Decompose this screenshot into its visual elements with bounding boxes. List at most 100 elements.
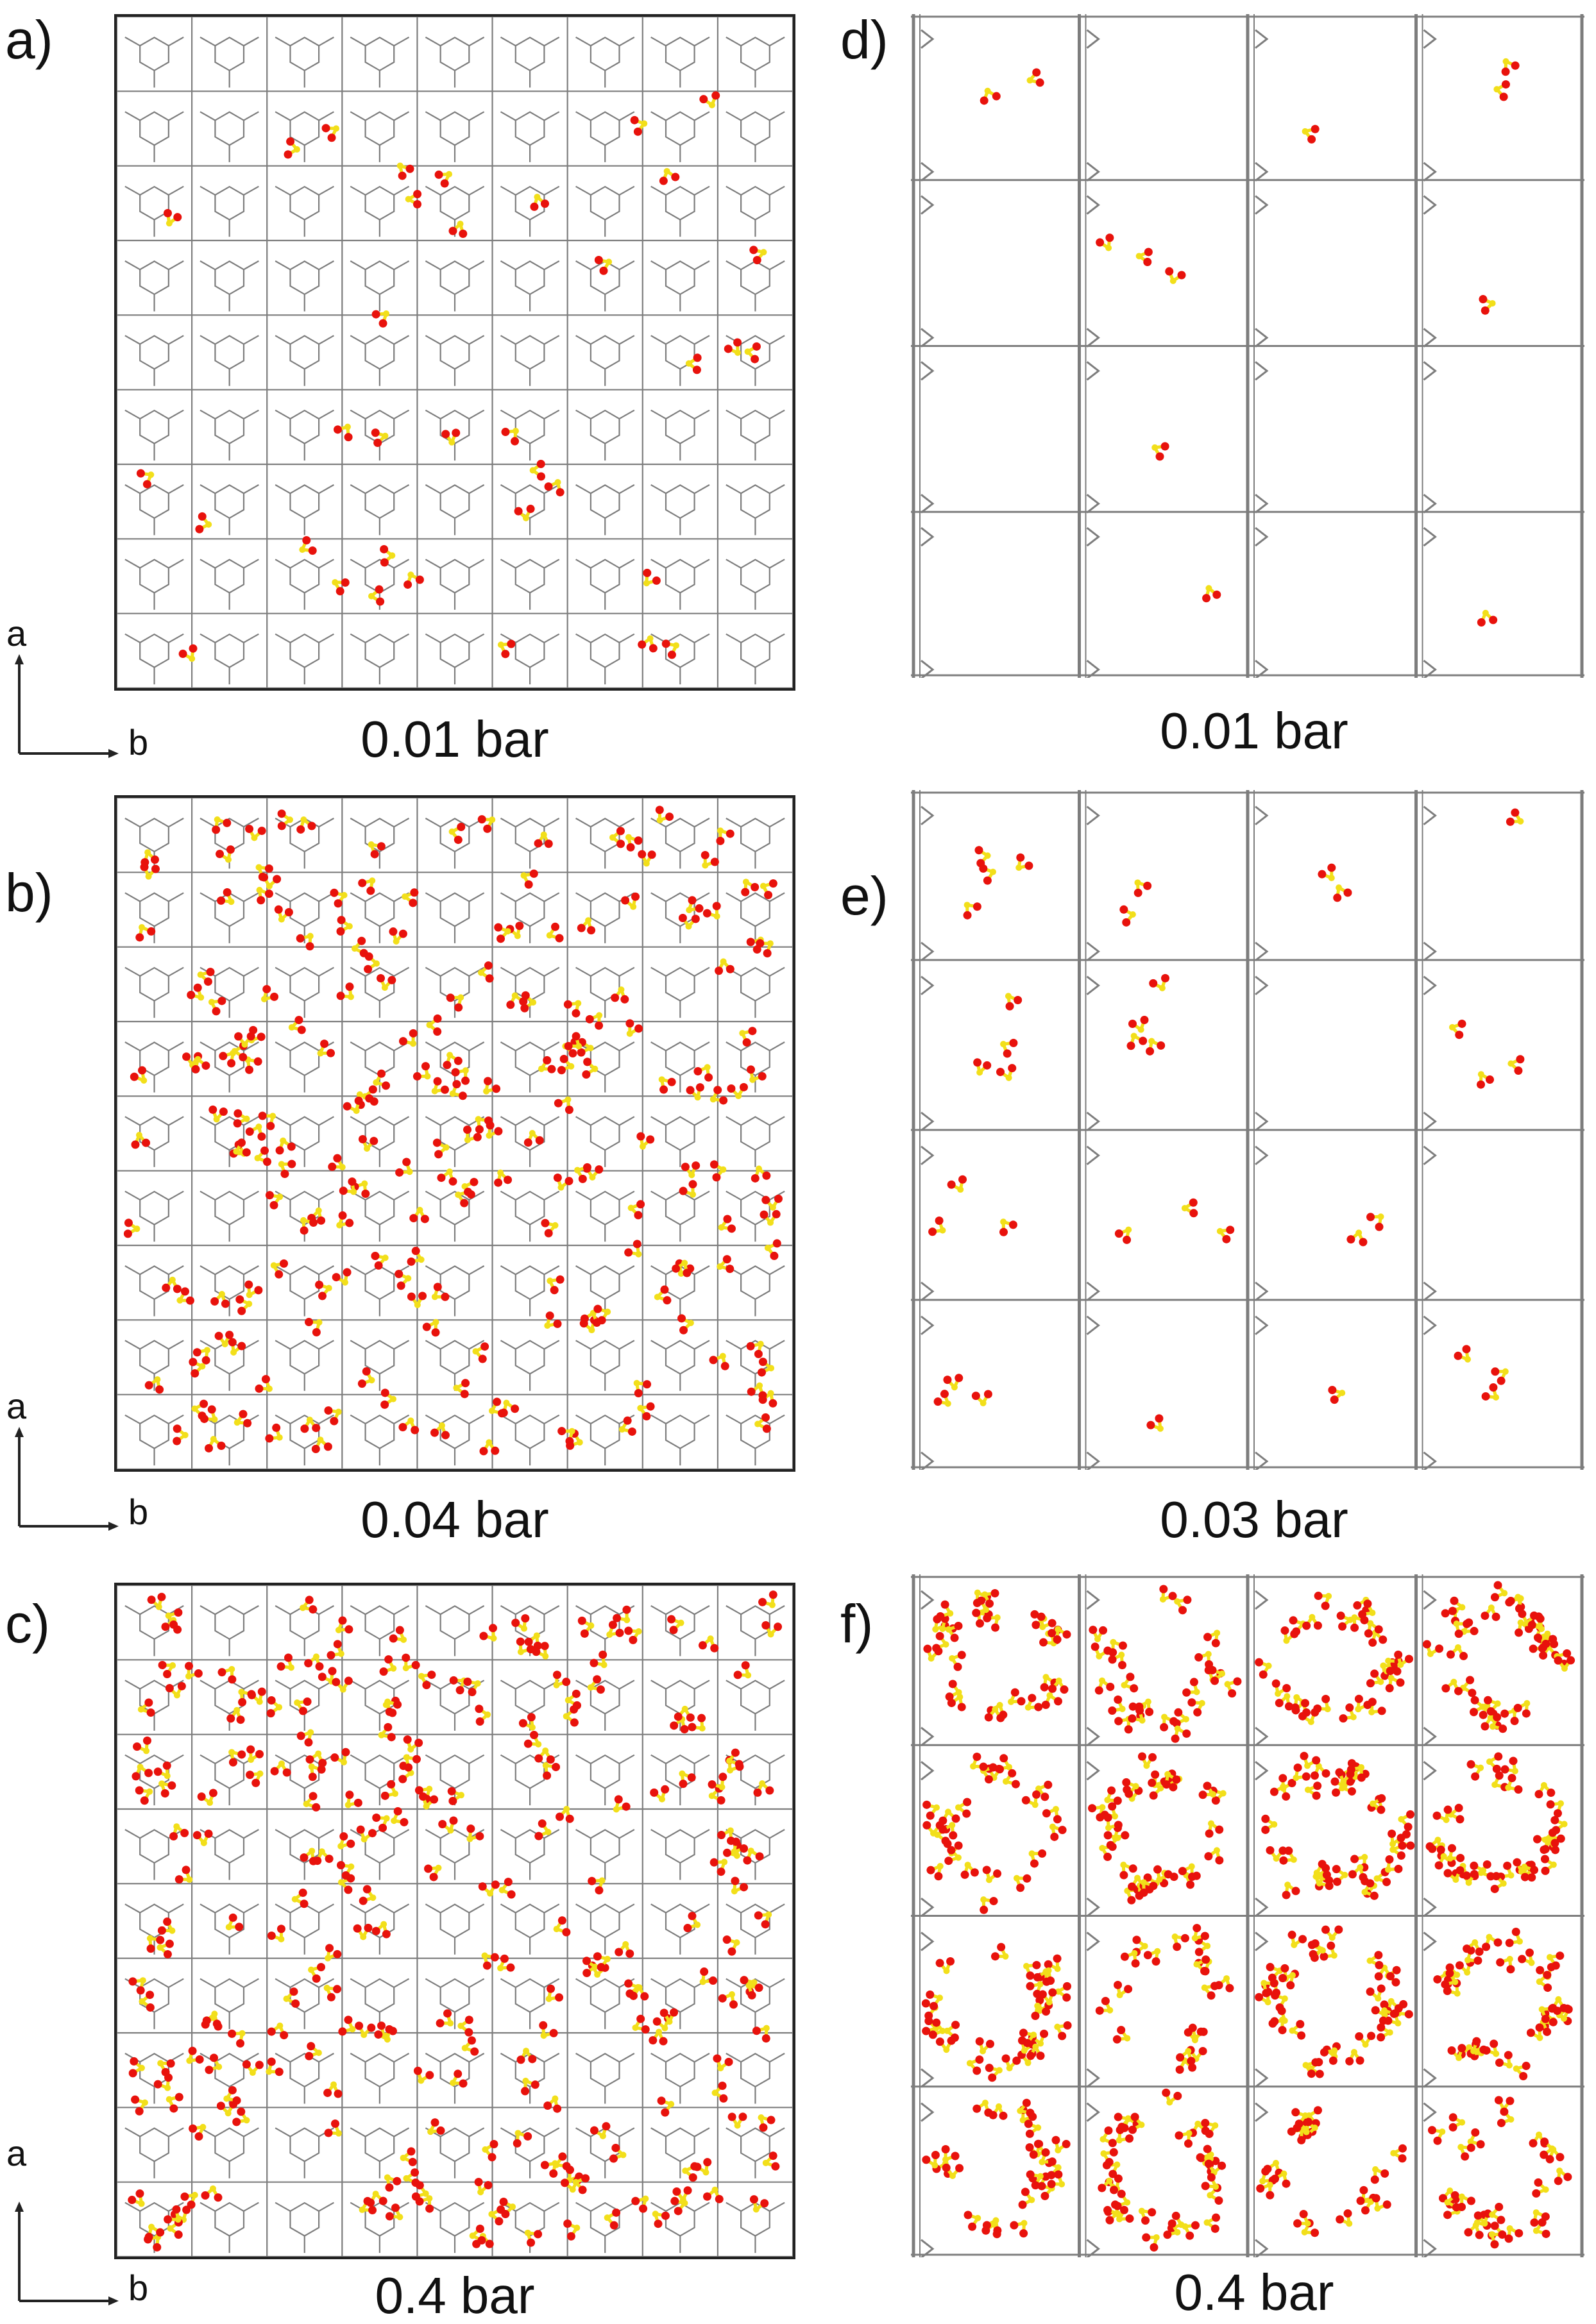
so2-molecule — [1115, 1227, 1132, 1244]
so2-molecule — [1201, 2173, 1219, 2190]
so2-molecule — [1311, 1763, 1330, 1780]
so2-molecule — [478, 961, 494, 982]
so2-molecule — [1441, 1679, 1463, 1696]
so2-molecule — [1477, 610, 1497, 627]
so2-molecule — [1489, 2203, 1505, 2224]
so2-molecule — [380, 1388, 396, 1408]
so2-molecule — [381, 1780, 398, 1800]
so2-molecule — [604, 2209, 620, 2230]
so2-molecule — [407, 1247, 424, 1266]
so2-molecule — [964, 902, 981, 919]
so2-molecule — [996, 1064, 1016, 1081]
so2-molecule — [979, 864, 996, 885]
so2-molecule — [1174, 1596, 1191, 1614]
so2-molecule — [1049, 1824, 1067, 1841]
structure-render — [911, 14, 1584, 678]
so2-molecule — [763, 2151, 780, 2171]
so2-molecule — [1162, 2089, 1182, 2106]
so2-molecule — [1288, 1931, 1307, 1948]
so2-molecule — [1172, 1933, 1189, 1951]
so2-molecule — [371, 428, 389, 447]
so2-molecule — [662, 639, 679, 659]
so2-molecule — [1313, 1695, 1330, 1713]
so2-molecule — [999, 1218, 1017, 1236]
so2-molecule — [701, 851, 719, 869]
so2-molecule — [1182, 2221, 1200, 2240]
so2-molecule — [613, 1795, 631, 1812]
so2-molecule — [1366, 1213, 1384, 1231]
structure-render — [117, 1585, 793, 2257]
so2-molecule — [679, 1771, 695, 1788]
so2-molecule — [1355, 1695, 1372, 1712]
so2-molecule — [395, 1270, 411, 1290]
so2-molecule — [186, 2047, 203, 2064]
so2-molecule — [1547, 1800, 1564, 1817]
so2-molecule — [922, 2151, 940, 2168]
so2-molecule — [543, 1762, 560, 1780]
panel-b-axis-arrows — [13, 1427, 122, 1536]
so2-molecule — [1482, 1383, 1499, 1401]
panel-a-structure — [114, 14, 795, 691]
so2-molecule — [266, 1191, 283, 1209]
so2-molecule — [292, 1889, 309, 1908]
so2-molecule — [1127, 1032, 1148, 1050]
so2-molecule — [703, 2187, 724, 2203]
so2-molecule — [345, 1790, 362, 1808]
so2-molecule — [1345, 2049, 1364, 2066]
so2-molecule — [466, 1824, 484, 1842]
so2-molecule — [1505, 1774, 1522, 1794]
so2-molecule — [260, 873, 281, 889]
structure-render — [117, 17, 793, 688]
panel-e-label: e) — [840, 869, 888, 923]
so2-molecule — [305, 2042, 322, 2060]
so2-molecule — [970, 1753, 987, 1771]
so2-molecule — [659, 1076, 676, 1093]
so2-molecule — [693, 2158, 711, 2175]
so2-molecule — [1332, 1865, 1348, 1886]
so2-molecule — [1261, 1815, 1277, 1834]
so2-molecule — [158, 1780, 176, 1798]
so2-molecule — [359, 1885, 377, 1905]
so2-molecule — [355, 2022, 375, 2039]
so2-molecule — [502, 428, 520, 445]
so2-molecule — [448, 1787, 464, 1805]
so2-molecule — [1225, 1677, 1242, 1697]
so2-molecule — [530, 194, 549, 211]
so2-molecule — [1054, 2021, 1071, 2040]
so2-molecule — [1481, 1604, 1500, 1621]
so2-molecule — [389, 927, 407, 945]
so2-molecule — [683, 1912, 700, 1932]
so2-molecule — [734, 1661, 751, 1679]
panel-a-pressure-label: 0.01 bar — [294, 714, 615, 765]
so2-molecule — [1501, 1756, 1518, 1774]
so2-molecule — [519, 1713, 536, 1730]
so2-molecule — [201, 2185, 223, 2202]
so2-molecule — [652, 2210, 670, 2228]
so2-molecule — [482, 2140, 498, 2161]
so2-molecule — [983, 1865, 1001, 1883]
so2-molecule — [1187, 1698, 1205, 1716]
so2-molecule — [1447, 1844, 1464, 1862]
so2-molecule — [524, 1130, 544, 1147]
so2-molecule — [276, 1138, 296, 1155]
so2-molecule — [751, 1166, 771, 1183]
so2-molecule — [158, 1661, 176, 1678]
so2-molecule — [208, 997, 226, 1015]
panel-b-axis-label-a: a — [6, 1388, 26, 1424]
so2-molecule — [1467, 1760, 1484, 1781]
so2-molecule — [124, 1218, 140, 1238]
so2-molecule — [1025, 1694, 1042, 1711]
so2-molecule — [758, 1590, 777, 1608]
so2-molecule — [716, 827, 734, 845]
so2-molecule — [1139, 2208, 1156, 2225]
so2-molecule — [1346, 1229, 1367, 1246]
panel-c-label: c) — [5, 1597, 50, 1651]
so2-molecule — [538, 1056, 556, 1074]
so2-molecule — [423, 1319, 440, 1336]
panel-c-axis-label-b: b — [128, 2270, 148, 2306]
so2-molecule — [1372, 2194, 1391, 2211]
so2-molecule — [377, 974, 396, 991]
so2-molecule — [400, 2147, 417, 2166]
so2-molecule — [479, 1439, 499, 1455]
so2-molecule — [1095, 1678, 1114, 1695]
